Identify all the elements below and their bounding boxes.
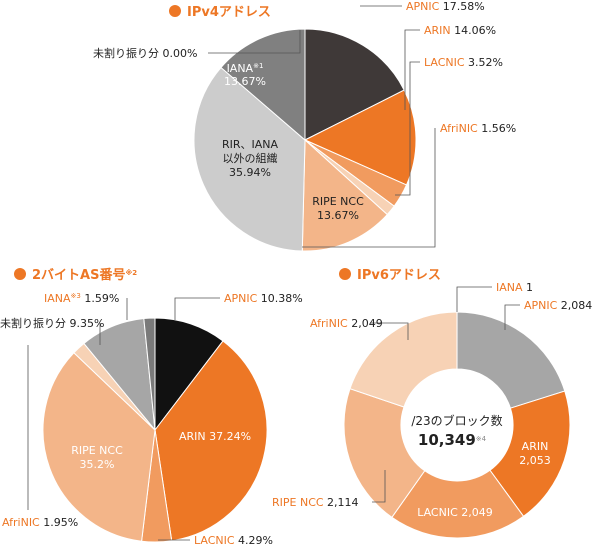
ipv4-afrinic-label: AfriNIC 1.56%: [440, 122, 516, 135]
ipv4-ripe-name: RIPE NCC: [312, 195, 364, 208]
ipv6-ripe-label: RIPE NCC 2,114: [272, 496, 359, 509]
asn-ripe-name: RIPE NCC: [71, 444, 123, 457]
ipv4-lacnic-label: LACNIC 3.52%: [424, 56, 503, 69]
ipv6-title: IPv6アドレス: [357, 268, 441, 283]
asn-apnic-leader: [175, 298, 220, 320]
ipv4-arin-label: ARIN 14.06%: [424, 24, 496, 37]
ipv4-title-bullet: [169, 5, 181, 17]
ipv6-arin-name: ARIN: [522, 440, 549, 453]
ipv6-arin-value: 2,053: [519, 454, 551, 467]
ipv4-iana-value: 13.67%: [224, 75, 266, 88]
asn-lacnic-label: LACNIC 4.29%: [194, 534, 273, 547]
ipv4-other-name-1: RIR、IANA: [222, 138, 279, 151]
ipv6-center-label: /23のブロック数: [411, 413, 502, 428]
ipv6-center-value: 10,349※4: [418, 431, 487, 449]
ipv4-unalloc-label: 未割り振り分 0.00%: [93, 46, 197, 60]
asn-arin-label: ARIN 37.24%: [179, 430, 251, 443]
asn-iana-label: IANA※3 1.59%: [44, 292, 119, 305]
ipv4-other-name-2: 以外の組織: [223, 152, 278, 165]
ipv4-title: IPv4アドレス: [187, 5, 271, 20]
ipv4-ripe-value: 13.67%: [317, 209, 359, 222]
asn-title: 2バイトAS番号※2: [32, 267, 137, 283]
ipv4-apnic-label: APNIC 17.58%: [406, 0, 485, 13]
asn-ripe-value: 35.2%: [80, 458, 115, 471]
ipv6-apnic-label: APNIC 2,084: [524, 299, 592, 312]
ipv6-slice-apnic: [457, 312, 565, 408]
ipv6-title-bullet: [339, 268, 351, 280]
asn-title-bullet: [14, 268, 26, 280]
ipv6-iana-label: IANA 1: [496, 281, 533, 294]
ipv6-afrinic-label: AfriNIC 2,049: [310, 317, 383, 330]
asn-unalloc-label: 未割り振り分 9.35%: [0, 316, 104, 330]
asn-apnic-label: APNIC 10.38%: [224, 292, 303, 305]
asn-afrinic-label: AfriNIC 1.95%: [2, 516, 78, 529]
ipv4-other-value: 35.94%: [229, 166, 271, 179]
ipv6-lacnic-label: LACNIC 2,049: [417, 506, 493, 519]
ipv6-iana-leader: [457, 287, 492, 312]
